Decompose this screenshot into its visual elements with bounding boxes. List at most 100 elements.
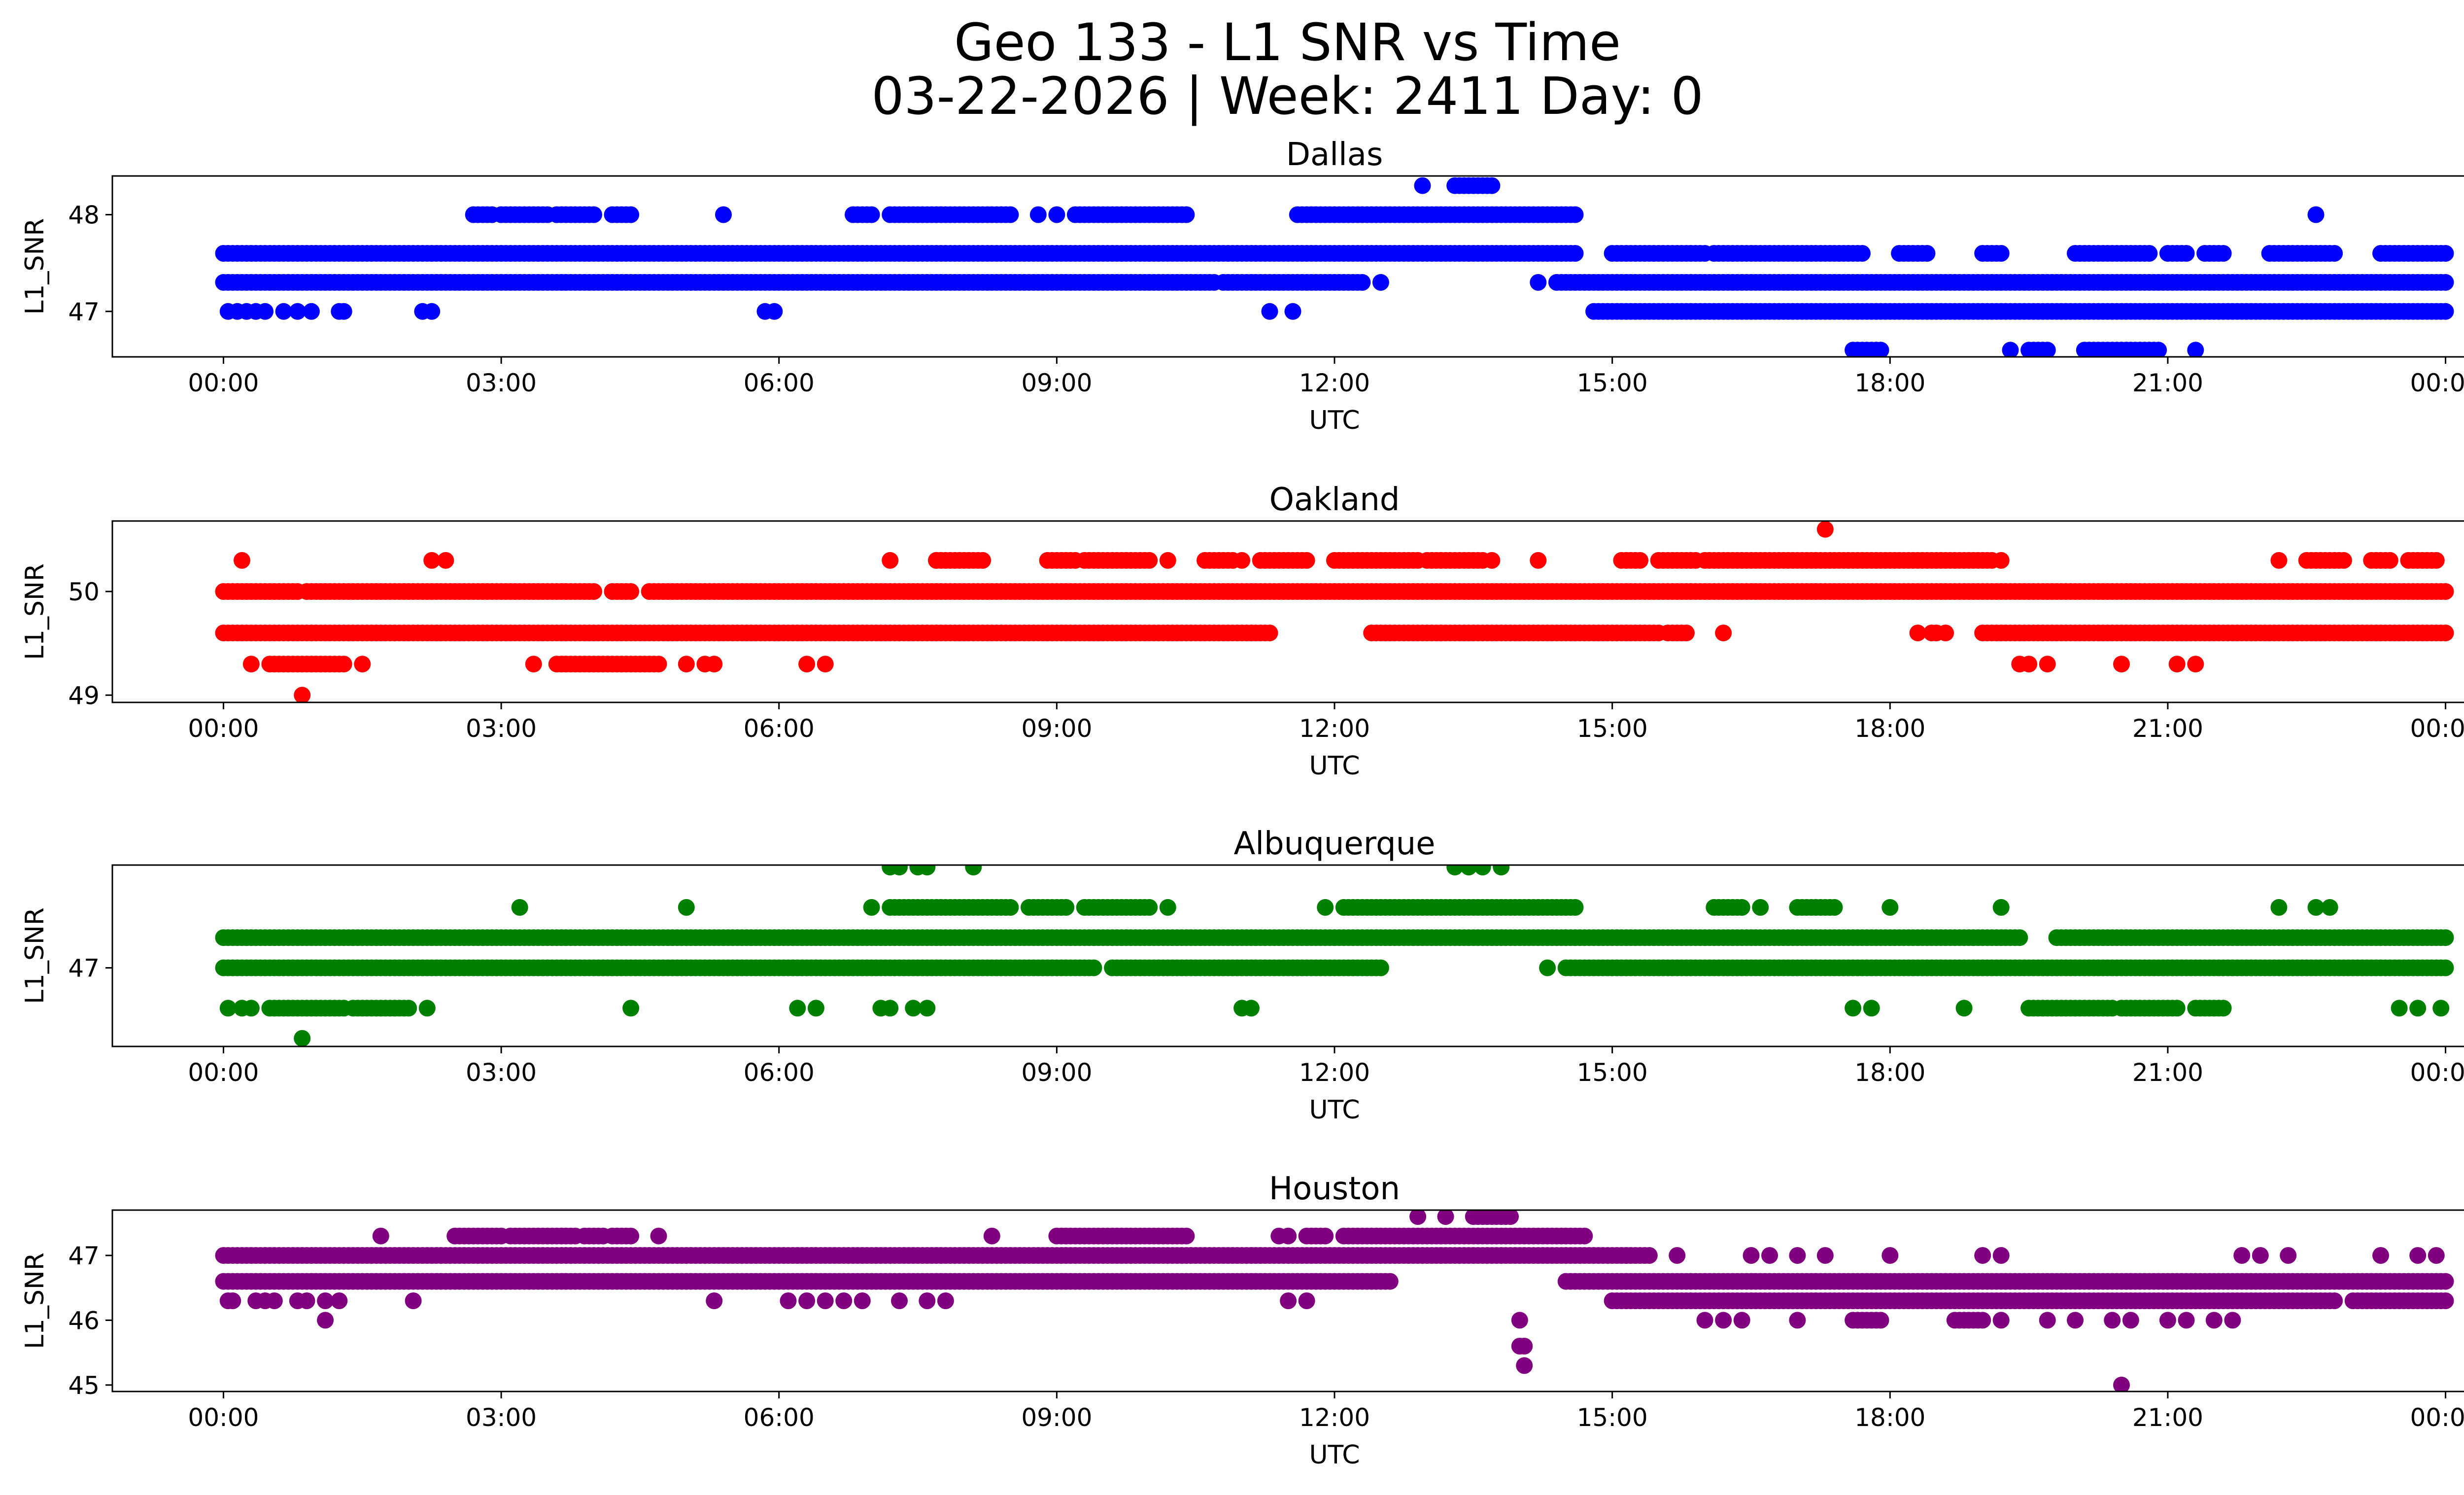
- x-tick-label: 09:00: [1021, 1058, 1092, 1087]
- data-point: [1284, 303, 1301, 320]
- data-point: [585, 206, 602, 223]
- data-point: [2224, 1312, 2241, 1329]
- y-tick-label: 49: [68, 681, 100, 710]
- data-point: [2437, 625, 2454, 642]
- data-point: [622, 583, 640, 600]
- data-point: [317, 1292, 334, 1309]
- data-point: [622, 1000, 640, 1017]
- data-point: [1761, 1247, 1778, 1264]
- data-point: [289, 303, 306, 320]
- x-tick-label: 12:00: [1299, 369, 1370, 397]
- data-point: [1409, 1210, 1427, 1225]
- data-point: [1159, 899, 1176, 916]
- data-point: [2215, 245, 2232, 262]
- x-tick-label: 03:00: [466, 714, 537, 743]
- data-point: [1511, 1338, 1528, 1355]
- data-point: [2280, 1247, 2297, 1264]
- data-point: [1460, 865, 1477, 876]
- data-point: [1863, 1000, 1880, 1017]
- data-point: [622, 1227, 640, 1245]
- data-point: [780, 1292, 797, 1309]
- data-point: [1474, 865, 1491, 876]
- data-point: [219, 1000, 237, 1017]
- data-point: [2428, 552, 2445, 569]
- data-point: [1567, 206, 1584, 223]
- x-tick-label: 12:00: [1299, 1058, 1370, 1087]
- x-axis-label: UTC: [1309, 751, 1360, 781]
- data-point: [937, 1292, 954, 1309]
- data-point: [2205, 1312, 2223, 1329]
- data-point: [650, 656, 667, 673]
- x-tick-label: 00:00: [188, 1403, 259, 1432]
- data-point: [1317, 899, 1334, 916]
- x-axis-label: UTC: [1309, 406, 1360, 435]
- y-axis-label: L1_SNR: [20, 218, 50, 314]
- data-point: [1178, 206, 1195, 223]
- data-point: [1632, 552, 1648, 569]
- data-point: [1141, 552, 1158, 569]
- x-tick-label: 21:00: [2132, 714, 2203, 743]
- axes-frame: [111, 864, 2464, 1047]
- data-point: [1437, 1210, 1454, 1225]
- x-tick-label: 15:00: [1577, 1403, 1648, 1432]
- data-point: [766, 303, 783, 320]
- data-point: [1567, 245, 1584, 262]
- data-point: [2270, 552, 2288, 569]
- x-tick-label: 00:00: [2410, 1058, 2464, 1087]
- figure-title-line-2: 03-22-2026 | Week: 2411 Day: 0: [871, 66, 1704, 126]
- data-point: [257, 303, 274, 320]
- data-point: [1992, 1312, 2010, 1329]
- data-point: [317, 1312, 334, 1329]
- data-point: [2168, 656, 2186, 673]
- data-point: [789, 1000, 806, 1017]
- data-point: [1576, 1227, 1593, 1245]
- x-tick-label: 06:00: [744, 1403, 815, 1432]
- subplot-title: Houston: [1269, 1171, 1400, 1207]
- data-point: [2039, 342, 2056, 357]
- data-point: [1381, 1273, 1399, 1290]
- data-point: [2391, 1000, 2408, 1017]
- data-point: [1002, 206, 1019, 223]
- data-point: [678, 656, 695, 673]
- data-point: [2039, 1312, 2056, 1329]
- x-tick-label: 15:00: [1577, 369, 1648, 397]
- data-point: [2150, 342, 2167, 357]
- data-point: [1242, 1000, 1260, 1017]
- data-point: [1261, 303, 1278, 320]
- data-point: [2002, 342, 2019, 357]
- data-point: [863, 206, 880, 223]
- data-point: [1530, 552, 1547, 569]
- x-tick-label: 09:00: [1021, 714, 1092, 743]
- data-point: [1483, 177, 1501, 194]
- y-tick-label: 47: [68, 298, 100, 326]
- data-point: [511, 899, 528, 916]
- data-point: [1511, 1312, 1528, 1329]
- data-point: [2307, 899, 2325, 916]
- data-point: [2409, 1247, 2427, 1264]
- data-point: [1516, 1357, 1533, 1374]
- data-point: [2122, 1312, 2139, 1329]
- data-point: [891, 1292, 908, 1309]
- data-point: [303, 303, 320, 320]
- data-point: [2437, 959, 2454, 976]
- data-point: [525, 656, 542, 673]
- x-tick-label: 00:00: [188, 369, 259, 397]
- data-point: [275, 303, 292, 320]
- data-point: [928, 552, 945, 569]
- y-axis-label: L1_SNR: [20, 1252, 50, 1349]
- data-point: [1733, 1312, 1750, 1329]
- x-tick-label: 09:00: [1021, 1403, 1092, 1432]
- data-point: [400, 1000, 417, 1017]
- figure-title-line-1: Geo 133 - L1 SNR vs Time: [954, 12, 1621, 72]
- data-point: [2067, 1312, 2084, 1329]
- x-tick-label: 00:00: [2410, 714, 2464, 743]
- data-point: [2307, 206, 2325, 223]
- data-point: [1048, 206, 1065, 223]
- axes-frame: [111, 175, 2464, 358]
- x-axis-label: UTC: [1309, 1095, 1360, 1125]
- x-tick-label: 09:00: [1021, 369, 1092, 397]
- data-point: [1414, 177, 1431, 194]
